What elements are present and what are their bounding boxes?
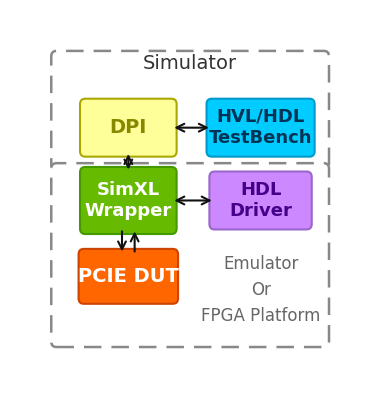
FancyBboxPatch shape [79, 249, 178, 304]
Text: Simulator: Simulator [143, 54, 237, 73]
Text: HVL/HDL
TestBench: HVL/HDL TestBench [209, 108, 312, 147]
Text: PCIE DUT: PCIE DUT [78, 267, 179, 286]
FancyBboxPatch shape [80, 99, 177, 157]
FancyBboxPatch shape [209, 171, 312, 229]
Text: SimXL
Wrapper: SimXL Wrapper [85, 181, 172, 220]
FancyBboxPatch shape [51, 51, 329, 169]
FancyBboxPatch shape [51, 163, 329, 347]
FancyBboxPatch shape [80, 167, 177, 234]
Text: Emulator
Or
FPGA Platform: Emulator Or FPGA Platform [201, 255, 320, 325]
Text: DPI: DPI [110, 118, 147, 137]
Text: HDL
Driver: HDL Driver [229, 181, 292, 220]
FancyBboxPatch shape [207, 99, 315, 157]
